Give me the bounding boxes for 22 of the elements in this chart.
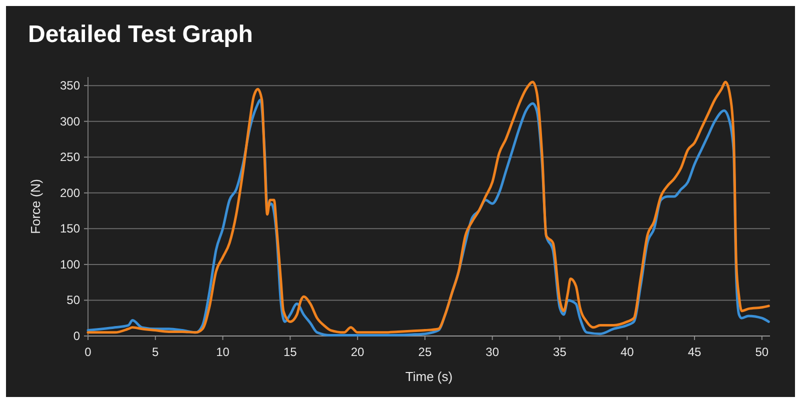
y-tick-label: 50: [66, 293, 80, 308]
x-tick-label: 45: [688, 345, 702, 359]
x-axis-title: Time (s): [405, 369, 453, 384]
x-tick-label: 50: [755, 345, 769, 359]
y-tick-label: 150: [60, 222, 80, 236]
chart-title: Detailed Test Graph: [28, 21, 253, 48]
x-tick-label: 30: [486, 345, 500, 359]
y-tick-label: 250: [60, 150, 80, 164]
x-tick-label: 15: [283, 345, 298, 359]
y-tick-label: 300: [60, 114, 80, 128]
x-tick-label: 25: [418, 345, 432, 359]
y-tick-label: 200: [60, 186, 80, 200]
y-axis-title: Force (N): [28, 179, 43, 234]
x-tick-label: 10: [216, 345, 230, 359]
x-tick-label: 40: [620, 345, 634, 359]
y-tick-label: 0: [73, 329, 80, 343]
y-tick-label: 350: [60, 78, 80, 93]
x-tick-label: 5: [152, 345, 160, 359]
y-tick-label: 100: [60, 257, 80, 272]
x-tick-label: 0: [84, 345, 92, 359]
x-tick-label: 35: [553, 345, 567, 359]
x-tick-label: 20: [350, 345, 365, 359]
